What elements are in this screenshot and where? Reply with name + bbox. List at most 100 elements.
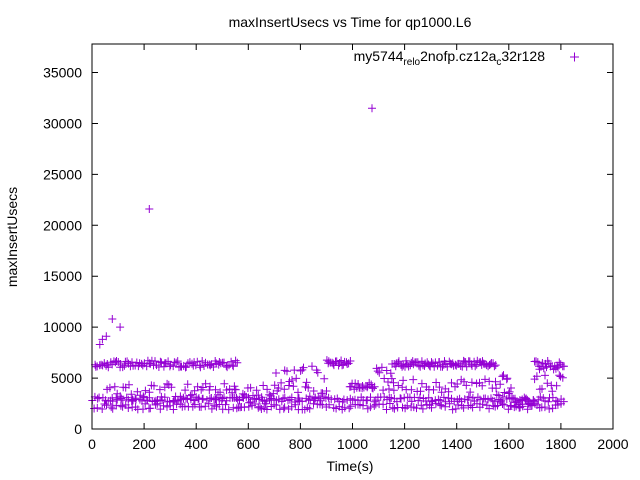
data-point — [377, 363, 386, 372]
data-point — [436, 400, 444, 409]
legend-marker — [570, 52, 579, 62]
data-point — [532, 372, 541, 381]
y-tick-label: 35000 — [43, 65, 82, 81]
data-point — [494, 391, 503, 400]
data-point — [366, 393, 375, 402]
data-point — [346, 357, 355, 365]
data-point — [221, 400, 230, 409]
data-point — [250, 394, 259, 403]
data-point — [558, 373, 567, 382]
data-point — [507, 401, 516, 410]
data-point — [200, 362, 208, 370]
data-point — [252, 386, 261, 395]
data-point — [102, 332, 111, 341]
data-point — [504, 389, 513, 398]
data-point — [98, 405, 107, 413]
data-point — [500, 400, 508, 409]
data-point — [254, 391, 263, 400]
data-point — [340, 403, 349, 412]
data-point — [500, 388, 509, 397]
data-point — [552, 381, 561, 390]
data-point — [201, 379, 210, 388]
data-point — [387, 394, 396, 402]
data-point — [246, 383, 255, 392]
data-point — [124, 404, 133, 412]
data-point — [394, 381, 403, 390]
data-point — [116, 401, 125, 410]
data-point — [413, 358, 422, 367]
data-point — [169, 405, 178, 414]
data-point — [485, 404, 494, 413]
chart-title: maxInsertUsecs vs Time for qp1000.L6 — [229, 14, 472, 30]
data-point — [375, 368, 384, 377]
data-point — [427, 403, 436, 412]
data-point — [490, 362, 499, 371]
data-point — [447, 378, 456, 387]
data-point — [541, 371, 549, 380]
data-point — [217, 396, 226, 405]
data-point — [548, 387, 557, 396]
data-point — [183, 380, 192, 389]
data-point — [179, 394, 188, 403]
data-point — [190, 400, 199, 409]
data-point — [127, 390, 136, 399]
data-point — [560, 362, 568, 371]
data-point — [141, 399, 150, 408]
data-point — [277, 378, 286, 387]
data-point — [437, 388, 446, 397]
data-point — [429, 385, 438, 394]
data-point — [399, 361, 408, 370]
data-point — [384, 378, 392, 386]
data-point — [280, 403, 289, 412]
data-point — [476, 395, 484, 404]
data-point — [197, 403, 206, 411]
data-point — [369, 384, 377, 393]
data-point — [256, 402, 264, 411]
data-point — [359, 401, 367, 410]
legend-label: my5744relo2nofp.cz12ac32r128 — [354, 48, 546, 68]
data-point — [210, 395, 218, 404]
data-point — [238, 389, 247, 398]
data-point — [166, 401, 175, 410]
data-point — [261, 399, 270, 408]
data-point — [448, 405, 457, 414]
data-point — [503, 374, 512, 383]
data-point — [163, 379, 172, 388]
data-point — [172, 358, 181, 367]
data-point — [309, 387, 318, 395]
data-point — [409, 375, 418, 384]
data-point — [320, 374, 329, 383]
data-point — [230, 382, 239, 391]
data-point — [345, 404, 354, 413]
data-point — [142, 396, 151, 405]
data-point — [294, 396, 302, 404]
data-point — [302, 378, 311, 387]
data-point — [215, 358, 224, 366]
data-point — [240, 391, 249, 399]
data-point — [315, 394, 324, 403]
data-point — [478, 400, 487, 409]
data-point — [435, 358, 444, 366]
data-point — [433, 361, 442, 370]
y-tick-label: 10000 — [43, 319, 82, 335]
data-point — [188, 359, 196, 368]
x-tick-label: 1400 — [441, 436, 472, 452]
data-point — [380, 374, 389, 383]
data-point — [322, 387, 331, 395]
data-point — [421, 359, 430, 368]
data-point — [294, 388, 302, 397]
data-point — [555, 358, 564, 367]
data-point — [538, 384, 546, 393]
data-point — [151, 357, 159, 366]
x-tick-label: 1800 — [545, 436, 576, 452]
data-point — [186, 391, 195, 400]
data-point — [228, 361, 237, 370]
data-point — [529, 396, 538, 405]
data-point — [150, 381, 158, 390]
data-point — [100, 400, 109, 408]
data-point — [417, 379, 426, 388]
data-point — [543, 379, 552, 388]
data-point — [407, 385, 416, 394]
data-point — [146, 404, 155, 413]
data-point — [287, 402, 296, 411]
